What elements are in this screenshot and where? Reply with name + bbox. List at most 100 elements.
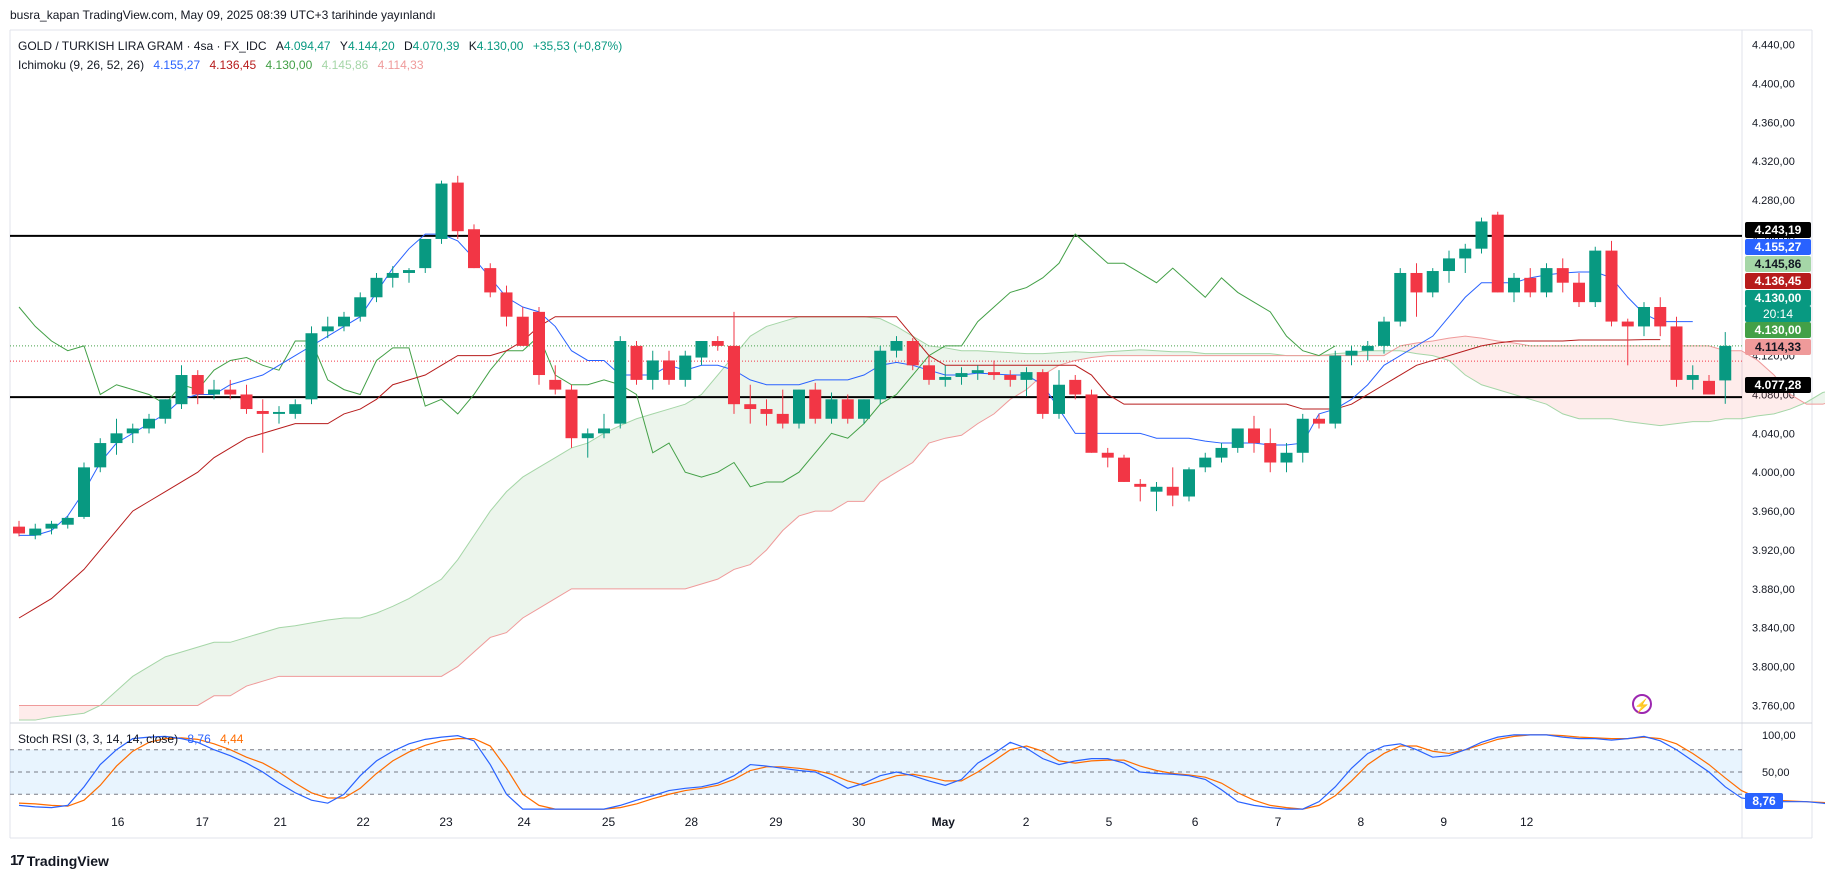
candle-body (728, 345, 740, 405)
ichimoku-cloud-segment (474, 511, 491, 653)
candle-body (939, 376, 952, 380)
ichimoku-cloud-segment (766, 321, 783, 550)
candle-body (289, 404, 302, 414)
publisher-line: busra_kapan TradingView.com, May 09, 202… (10, 8, 436, 22)
ichimoku-cloud-segment (376, 606, 393, 677)
stoch-title[interactable]: Stoch RSI (3, 3, 14, 14, close) (18, 732, 179, 746)
y-tick-label: 3.840,00 (1752, 623, 1795, 635)
candle-body (760, 409, 773, 414)
candle-body (208, 389, 220, 395)
price-tag: 4.155,27 (1745, 239, 1811, 255)
ichimoku-cloud-segment (279, 625, 296, 677)
candle-body (29, 528, 42, 536)
ichimoku-cloud-segment (1059, 351, 1076, 366)
candle-body (1670, 326, 1683, 380)
price-tag: 4.130,00 (1745, 322, 1811, 338)
candle-body (825, 399, 838, 419)
candle-body (1248, 428, 1260, 444)
ichimoku-legend: Ichimoku (9, 26, 52, 26) 4.155,27 4.136,… (18, 58, 424, 72)
candle-body (1085, 394, 1098, 453)
open-value: 4.094,47 (283, 39, 331, 53)
ichimoku-title[interactable]: Ichimoku (9, 26, 52, 26) (18, 58, 145, 72)
ichimoku-cloud-segment (604, 425, 621, 589)
candle-body (1540, 268, 1553, 293)
ichimoku-cloud-segment (1514, 342, 1531, 400)
stoch-y-tick-label: 100,00 (1762, 730, 1796, 742)
ichimoku-cloud-segment (945, 347, 962, 439)
ichimoku-cloud-segment (1140, 349, 1157, 356)
candle-body (549, 379, 562, 390)
candle-body (1491, 214, 1504, 293)
ichimoku-cloud-segment (295, 622, 312, 677)
ichimoku-cloud-segment (1497, 341, 1514, 395)
ichimoku-cloud-segment (994, 351, 1011, 414)
candle-body (1134, 483, 1147, 487)
candle-body (1638, 306, 1650, 327)
ichimoku-cloud-segment (246, 632, 263, 687)
y-tick-label: 4.400,00 (1752, 78, 1795, 90)
ichimoku-cloud-segment (1579, 345, 1596, 419)
ichimoku-cloud-segment (360, 613, 377, 677)
candle-body (354, 297, 367, 317)
candle-body (906, 341, 919, 366)
candle-body (1183, 469, 1195, 497)
ichimoku-cloud-segment (652, 409, 669, 589)
ichimoku-cloud-segment (490, 491, 507, 638)
ichimoku-cloud-segment (1611, 345, 1628, 422)
ichimoku-cloud-segment (571, 443, 588, 589)
x-tick-label: 21 (274, 815, 288, 829)
y-tick-label: 4.320,00 (1752, 156, 1795, 168)
x-tick-label: 16 (111, 815, 125, 829)
flash-icon[interactable]: ⚡ (1632, 694, 1652, 714)
ichimoku-cloud-segment (51, 705, 68, 718)
ichimoku-cloud-segment (425, 579, 442, 677)
ichimoku-cloud-segment (1644, 345, 1661, 426)
candle-body (175, 375, 188, 405)
candle-body (45, 523, 58, 529)
x-tick-label: 5 (1106, 815, 1113, 829)
ichimoku-base-line (18, 316, 1661, 619)
stoch-price-tag: 8,76 (1745, 792, 1783, 809)
ichimoku-conversion-value: 4.155,27 (153, 58, 201, 72)
ichimoku-cloud-segment (1627, 345, 1644, 424)
y-tick-label: 3.960,00 (1752, 506, 1795, 518)
ichimoku-cloud-segment (132, 666, 149, 706)
candle-body (793, 389, 805, 424)
ichimoku-cloud-segment (620, 418, 637, 589)
x-tick-label: 7 (1275, 815, 1282, 829)
ichimoku-cloud-segment (961, 350, 978, 436)
candle-body (841, 399, 854, 419)
stoch-k-value: 8,76 (187, 732, 211, 746)
candle-body (1313, 418, 1325, 424)
ichimoku-cloud-segment (262, 627, 279, 682)
candle-body (500, 292, 513, 317)
open-label: A (275, 39, 284, 53)
candle-body (61, 517, 74, 525)
ichimoku-cloud-segment (847, 316, 864, 502)
candle-body (1459, 248, 1472, 259)
candle-body (386, 272, 399, 278)
ichimoku-cloud-segment (977, 350, 994, 424)
candle-body (273, 411, 285, 414)
candle-body (890, 341, 903, 351)
symbol-title[interactable]: GOLD / TURKISH LIRA GRAM · 4sa · FX_IDC (18, 39, 267, 53)
candle-body (1475, 221, 1488, 249)
candle-body (110, 433, 123, 444)
candle-body (1703, 380, 1715, 395)
candle-body (1508, 277, 1520, 293)
ichimoku-leadB-line (19, 335, 1825, 706)
ichimoku-cloud-segment (1692, 345, 1709, 422)
ichimoku-leadB-value: 4.114,33 (377, 58, 424, 72)
candle-body (581, 433, 594, 439)
candle-body (565, 389, 578, 439)
ichimoku-cloud-segment (344, 618, 361, 677)
y-tick-label: 3.920,00 (1752, 545, 1795, 557)
candle-body (1020, 372, 1033, 380)
close-label: K (468, 39, 477, 53)
ichimoku-cloud-segment (1026, 353, 1043, 390)
ichimoku-cloud-segment (311, 619, 328, 677)
candle-body (159, 399, 172, 419)
candle-body (874, 350, 887, 400)
candle-body (224, 389, 237, 395)
